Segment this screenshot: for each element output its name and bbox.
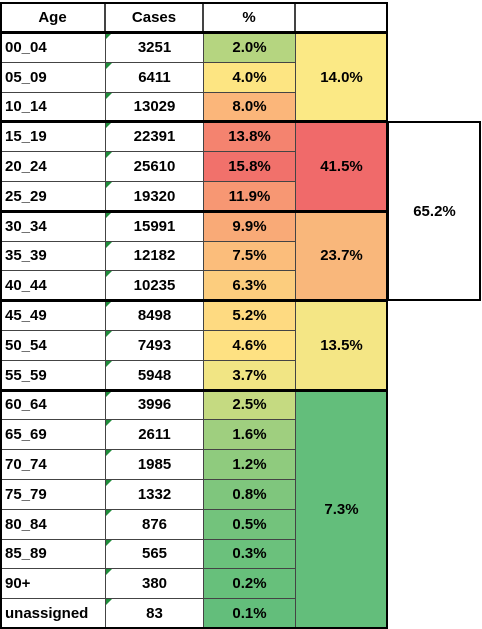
error-indicator [106,271,112,278]
cases-cell: 3251 [105,32,204,63]
error-indicator [106,509,112,516]
percent-cell: 0.8% [203,479,296,510]
age-cell: 85_89 [0,538,106,570]
error-indicator [106,182,112,188]
group-percent-cell: 14.0% [295,32,388,123]
percent-cell: 5.2% [203,300,296,331]
cases-cell: 13029 [105,91,204,123]
error-indicator [106,122,112,129]
group-percent-cell: 23.7% [295,210,388,302]
cases-cell: 7493 [105,330,204,361]
error-indicator [106,539,112,546]
age-cell: 40_44 [0,270,106,302]
percent-cell: 9.9% [203,210,296,242]
cases-cell: 15991 [105,210,204,242]
percent-cell: 0.2% [203,568,296,600]
header-cell: Cases [105,2,203,32]
error-indicator [106,62,112,69]
age-cell: 55_59 [0,359,106,391]
age-cell: 15_19 [0,121,106,153]
cases-cell: 1332 [105,479,204,510]
percent-cell: 15.8% [203,151,296,182]
age-cell: 35_39 [0,240,106,272]
percent-cell: 8.0% [203,91,296,123]
error-indicator [106,33,112,39]
percent-cell: 4.6% [203,330,296,361]
error-indicator [106,331,112,337]
cases-cell: 5948 [105,359,204,391]
error-indicator [106,390,112,397]
percent-cell: 6.3% [203,270,296,302]
age-cell: unassigned [0,598,106,629]
age-cell: 75_79 [0,479,106,510]
error-indicator [106,241,112,248]
header-cell: Age [0,2,105,32]
percent-cell: 1.2% [203,449,296,480]
age-cell: 70_74 [0,449,106,480]
age-cell: 80_84 [0,508,106,540]
percent-cell: 3.7% [203,359,296,391]
error-indicator [106,301,112,308]
error-indicator [106,420,112,427]
age-cell: 65_69 [0,419,106,451]
cases-cell: 565 [105,538,204,570]
age-cell: 50_54 [0,330,106,361]
error-indicator [106,480,112,486]
percent-cell: 0.5% [203,508,296,540]
error-indicator [106,211,112,218]
cases-cell: 380 [105,568,204,600]
age-cell: 00_04 [0,32,106,63]
cases-cell: 6411 [105,61,204,93]
cases-cell: 83 [105,598,204,629]
percent-cell: 7.5% [203,240,296,272]
cases-cell: 3996 [105,389,204,421]
section-percent-cell: 65.2% [388,121,481,302]
percent-cell: 0.3% [203,538,296,570]
cases-cell: 22391 [105,121,204,153]
cases-cell: 19320 [105,181,204,212]
age-cell: 20_24 [0,151,106,182]
cases-cell: 1985 [105,449,204,480]
percent-cell: 1.6% [203,419,296,451]
cases-cell: 10235 [105,270,204,302]
cases-cell: 12182 [105,240,204,272]
cases-cell: 876 [105,508,204,540]
cases-cell: 8498 [105,300,204,331]
group-percent-cell: 13.5% [295,300,388,391]
percent-cell: 13.8% [203,121,296,153]
age-cell: 25_29 [0,181,106,212]
error-indicator [106,92,112,99]
error-indicator [106,152,112,159]
cases-cell: 25610 [105,151,204,182]
group-percent-cell: 41.5% [295,121,388,212]
error-indicator [106,450,112,457]
age-cell: 90+ [0,568,106,600]
age-cell: 30_34 [0,210,106,242]
header-cell: % [203,2,295,32]
age-cell: 05_09 [0,61,106,93]
group-percent-cell: 7.3% [295,389,388,629]
error-indicator [106,569,112,576]
age-cell: 60_64 [0,389,106,421]
error-indicator [106,599,112,606]
percent-cell: 2.5% [203,389,296,421]
age-cell: 45_49 [0,300,106,331]
percent-cell: 4.0% [203,61,296,93]
error-indicator [106,360,112,367]
cases-cell: 2611 [105,419,204,451]
percent-cell: 0.1% [203,598,296,629]
header-cell [295,2,388,32]
age-cell: 10_14 [0,91,106,123]
percent-cell: 2.0% [203,32,296,63]
percent-cell: 11.9% [203,181,296,212]
